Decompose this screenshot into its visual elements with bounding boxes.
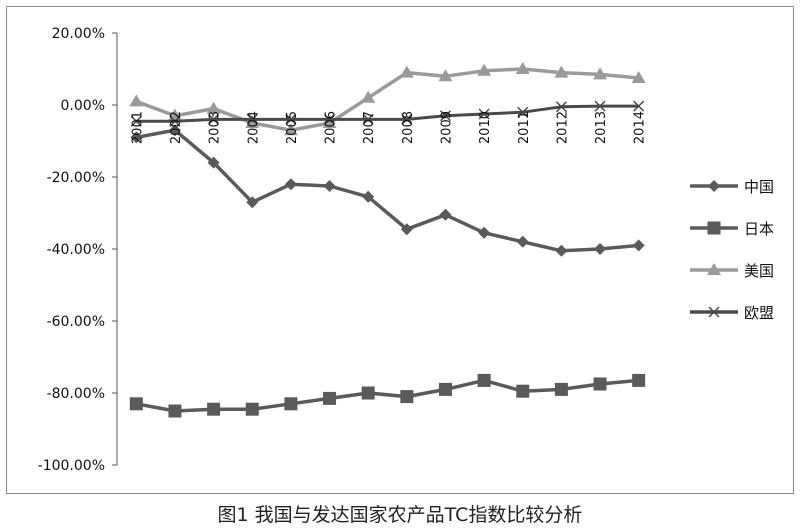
marker-x (362, 113, 374, 125)
marker-diamond (284, 178, 297, 191)
marker-diamond (555, 244, 568, 257)
x-tick-label: 2004 (246, 111, 261, 144)
y-tick-label: 20.00% (52, 26, 105, 42)
y-tick-label: -60.00% (47, 314, 105, 330)
marker-diamond (168, 124, 181, 137)
marker-square (207, 402, 221, 416)
y-tick-label: -80.00% (47, 386, 105, 402)
x-tick-label: 2012 (555, 111, 570, 144)
marker-triangle (399, 65, 414, 78)
marker-square (400, 390, 414, 404)
y-tick-label: -20.00% (47, 170, 105, 186)
marker-x (169, 115, 181, 127)
marker-triangle (593, 67, 608, 80)
marker-square (477, 373, 491, 387)
x-tick-label: 2007 (362, 111, 377, 144)
y-tick-label: -40.00% (47, 242, 105, 258)
series-0 (130, 124, 645, 257)
marker-square (245, 402, 259, 416)
chart-svg: 20.00% 0.00% -20.00% -40.00% -60.00% -80.00% -… (38, 26, 774, 474)
marker-x (594, 100, 606, 112)
series-line (136, 104, 639, 123)
marker-triangle (361, 90, 376, 103)
x-tick-label: 2001 (130, 111, 145, 144)
marker-triangle (206, 101, 221, 114)
x-tick-label: 2011 (517, 111, 532, 144)
marker-triangle (129, 94, 144, 107)
series-lines (129, 62, 646, 418)
legend-label: 中国 (744, 178, 774, 196)
marker-square (632, 373, 646, 387)
marker-x (633, 100, 645, 112)
marker-diamond (516, 235, 529, 248)
chart-frame (6, 6, 794, 494)
marker-triangle (322, 116, 337, 128)
x-tick-label: 2014 (633, 111, 648, 144)
marker-diamond (246, 196, 259, 209)
marker-x (555, 101, 567, 113)
marker-diamond (478, 226, 491, 239)
marker-diamond (594, 243, 607, 255)
series-line (136, 128, 639, 253)
marker-x (517, 106, 529, 118)
figure-caption: 图1 我国与发达国家农产品TC指数比较分析 (217, 504, 583, 526)
marker-triangle (245, 116, 260, 128)
x-tick-label: 2010 (478, 111, 493, 144)
x-tick-label: 2003 (208, 111, 223, 144)
marker-x (208, 113, 220, 125)
series-1 (129, 373, 646, 418)
marker-diamond (207, 156, 220, 169)
series-3 (130, 100, 645, 127)
series-line (135, 67, 639, 132)
x-tick-label: 2006 (324, 111, 339, 144)
marker-triangle (477, 63, 492, 76)
marker-triangle (631, 71, 646, 83)
marker-square (323, 391, 337, 405)
marker-square (707, 221, 721, 235)
marker-triangle (515, 62, 530, 74)
marker-square (361, 386, 375, 400)
marker-x (478, 108, 490, 120)
marker-diamond (400, 223, 413, 236)
marker-square (554, 382, 568, 396)
marker-x (246, 113, 258, 125)
marker-diamond (362, 190, 375, 203)
y-tick-label: -100.00% (38, 458, 105, 474)
x-tick-label: 2005 (285, 111, 300, 144)
legend-label: 美国 (744, 262, 774, 280)
x-tick-label: 2013 (594, 111, 609, 144)
marker-diamond (632, 239, 645, 252)
marker-square (438, 382, 452, 396)
marker-diamond (323, 180, 336, 192)
marker-x (324, 113, 336, 125)
marker-x (130, 115, 142, 127)
x-tick-label: 2002 (169, 111, 184, 144)
marker-triangle (283, 123, 298, 136)
x-axis-labels: 2001 2002 2003 2004 2005 2006 2007 2008 2009 2010… (130, 111, 647, 144)
x-tick-label: 2009 (439, 111, 454, 144)
marker-x (401, 113, 413, 125)
marker-x (285, 113, 297, 125)
y-axis: 20.00% 0.00% -20.00% -40.00% -60.00% -80.00% -… (38, 26, 118, 474)
marker-triangle (554, 65, 569, 78)
x-tick-label: 2008 (401, 111, 416, 144)
marker-x (439, 110, 451, 122)
series-2 (129, 62, 646, 136)
marker-square (593, 377, 607, 391)
marker-triangle (438, 69, 453, 82)
y-tick-label: 0.00% (61, 98, 105, 114)
marker-diamond (439, 208, 452, 221)
marker-square (516, 384, 530, 398)
marker-square (284, 397, 298, 411)
legend-label: 欧盟 (744, 304, 774, 322)
legend-label: 日本 (744, 220, 774, 238)
marker-x (708, 306, 720, 318)
marker-triangle (707, 263, 721, 275)
marker-square (168, 404, 182, 418)
marker-square (129, 397, 143, 411)
marker-diamond (130, 131, 143, 144)
marker-diamond (708, 180, 720, 192)
